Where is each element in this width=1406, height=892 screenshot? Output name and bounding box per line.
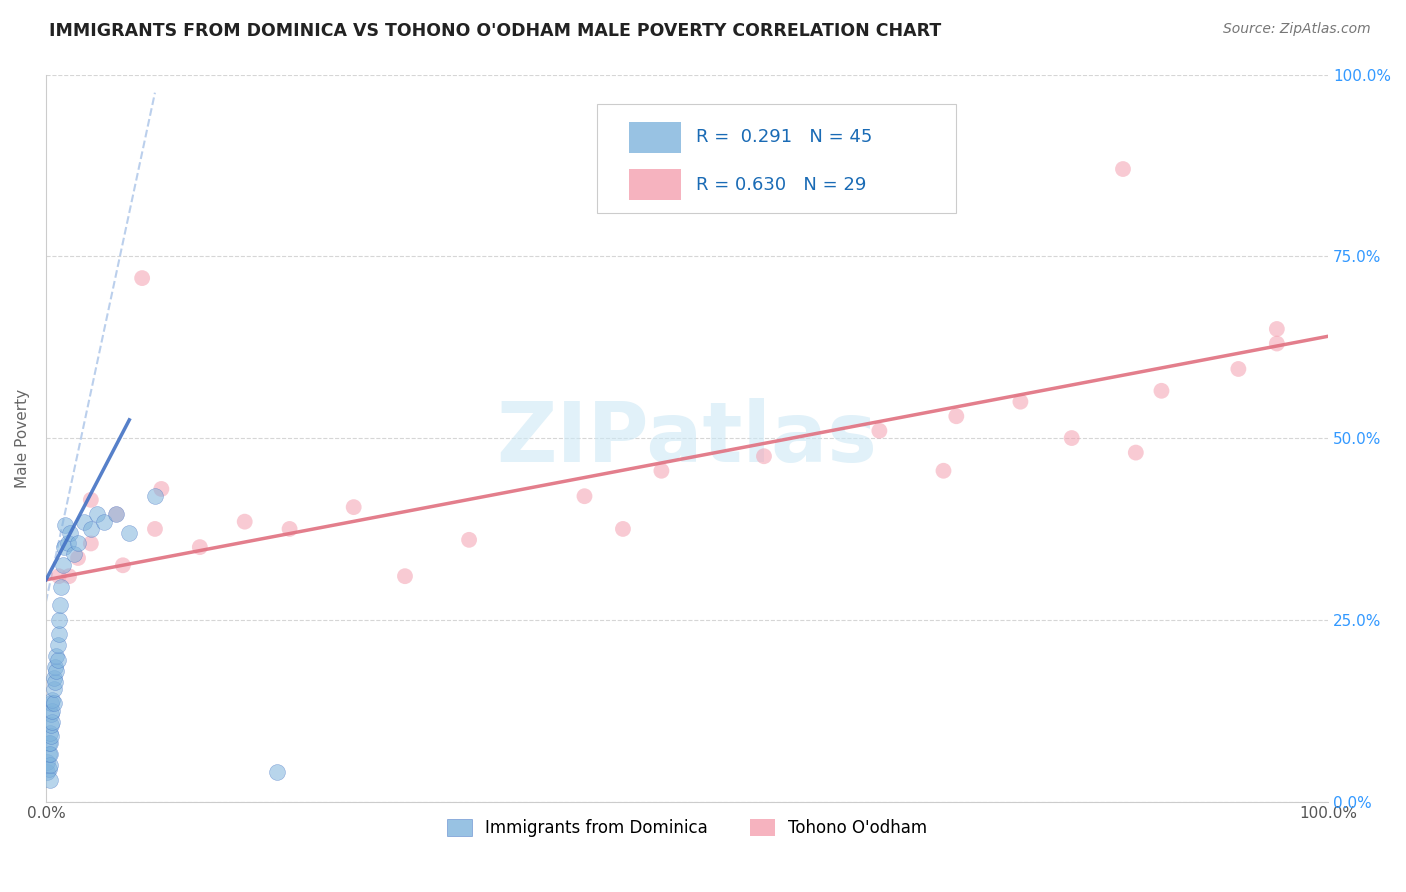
Point	[51, 580, 73, 594]
Point	[105, 508, 128, 522]
Point	[752, 449, 775, 463]
Point	[53, 518, 76, 533]
Point	[80, 492, 103, 507]
Point	[80, 536, 103, 550]
Point	[394, 569, 416, 583]
Point	[66, 551, 89, 566]
Point	[73, 515, 96, 529]
Point	[37, 755, 59, 769]
Point	[80, 522, 103, 536]
Point	[38, 736, 60, 750]
Text: ZIPatlas: ZIPatlas	[496, 398, 877, 478]
Point	[42, 697, 65, 711]
Point	[41, 704, 63, 718]
Point	[42, 671, 65, 685]
Point	[48, 627, 70, 641]
Point	[44, 674, 66, 689]
Point	[38, 772, 60, 787]
Point	[37, 765, 59, 780]
Point	[105, 508, 128, 522]
Point	[66, 536, 89, 550]
Point	[38, 736, 60, 750]
Point	[868, 424, 890, 438]
Point	[41, 714, 63, 729]
Point	[45, 664, 67, 678]
Point	[574, 489, 596, 503]
Point	[52, 540, 75, 554]
Text: R = 0.630   N = 29: R = 0.630 N = 29	[696, 176, 866, 194]
Point	[48, 613, 70, 627]
Point	[143, 489, 166, 503]
Point	[41, 693, 63, 707]
Point	[1125, 445, 1147, 459]
Text: Source: ZipAtlas.com: Source: ZipAtlas.com	[1223, 22, 1371, 37]
Point	[188, 540, 211, 554]
Point	[650, 464, 672, 478]
Point	[932, 464, 955, 478]
Point	[52, 558, 75, 573]
Point	[266, 765, 288, 780]
FancyBboxPatch shape	[630, 169, 681, 200]
Point	[39, 729, 62, 743]
Point	[278, 522, 301, 536]
Point	[39, 707, 62, 722]
Point	[38, 725, 60, 739]
Point	[48, 569, 70, 583]
Point	[49, 599, 72, 613]
Point	[150, 482, 173, 496]
Point	[1265, 322, 1288, 336]
Point	[38, 758, 60, 772]
Point	[86, 508, 108, 522]
FancyBboxPatch shape	[598, 103, 956, 212]
Y-axis label: Male Poverty: Male Poverty	[15, 389, 30, 488]
Point	[612, 522, 634, 536]
Point	[1010, 394, 1032, 409]
Point	[42, 681, 65, 696]
Point	[458, 533, 481, 547]
Point	[46, 653, 69, 667]
Point	[93, 515, 115, 529]
Point	[44, 660, 66, 674]
Point	[131, 271, 153, 285]
Legend: Immigrants from Dominica, Tohono O'odham: Immigrants from Dominica, Tohono O'odham	[440, 813, 934, 844]
Point	[39, 718, 62, 732]
Point	[38, 762, 60, 776]
Point	[38, 747, 60, 762]
Point	[118, 525, 141, 540]
Point	[233, 515, 256, 529]
Point	[38, 747, 60, 762]
Point	[63, 547, 86, 561]
Point	[46, 638, 69, 652]
Point	[1227, 362, 1250, 376]
Point	[56, 536, 79, 550]
Point	[1150, 384, 1173, 398]
Point	[945, 409, 967, 424]
Point	[111, 558, 134, 573]
Point	[58, 569, 80, 583]
Point	[1060, 431, 1083, 445]
Point	[45, 649, 67, 664]
Point	[39, 697, 62, 711]
Point	[343, 500, 366, 515]
Text: IMMIGRANTS FROM DOMINICA VS TOHONO O'ODHAM MALE POVERTY CORRELATION CHART: IMMIGRANTS FROM DOMINICA VS TOHONO O'ODH…	[49, 22, 942, 40]
Point	[59, 525, 82, 540]
Point	[1265, 336, 1288, 351]
Point	[1112, 162, 1135, 177]
Point	[143, 522, 166, 536]
Text: R =  0.291   N = 45: R = 0.291 N = 45	[696, 128, 872, 146]
FancyBboxPatch shape	[630, 122, 681, 153]
